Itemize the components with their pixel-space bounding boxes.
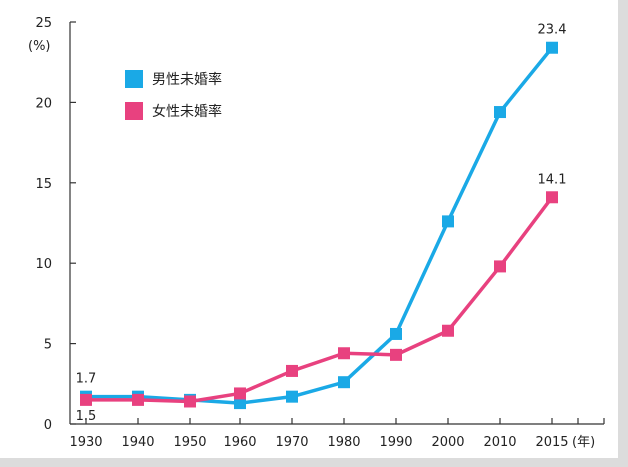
data-point [546, 191, 558, 204]
data-point [546, 41, 558, 54]
data-point [80, 393, 92, 406]
data-point [338, 347, 350, 360]
x-tick-label: 2010 [483, 435, 516, 450]
legend-swatch-male [125, 70, 143, 88]
axes [69, 22, 604, 425]
x-tick-label: 1940 [121, 435, 154, 450]
data-point [494, 260, 506, 273]
x-tick-label: 1930 [69, 435, 102, 450]
data-point [442, 215, 454, 228]
x-tick-label: 1990 [379, 435, 412, 450]
y-tick-label: 5 [44, 338, 52, 353]
data-point [286, 364, 298, 377]
legend-swatch-female [125, 102, 143, 120]
annotations: 23.4 14.1 1.7 1.5 [76, 23, 567, 424]
data-point [390, 327, 402, 340]
legend-label-male: 男性未婚率 [152, 71, 222, 88]
legend-label-female: 女性未婚率 [152, 103, 222, 120]
x-tick-label: 1970 [275, 435, 308, 450]
legend: 男性未婚率 女性未婚率 [125, 70, 222, 120]
data-point [184, 395, 196, 408]
data-point [494, 106, 506, 119]
x-tick-label: 2000 [431, 435, 464, 450]
data-label: 23.4 [538, 23, 567, 38]
data-label: 1.5 [76, 409, 97, 424]
data-label: 1.7 [76, 372, 97, 387]
y-ticks: 0 5 10 15 20 25 [35, 16, 76, 433]
data-point [234, 387, 246, 400]
x-unit-label: (年) [572, 435, 595, 450]
data-point [286, 390, 298, 403]
data-label: 14.1 [538, 172, 567, 187]
y-tick-label: 0 [44, 418, 52, 433]
series-lines [86, 46, 554, 405]
x-tick-label: 1950 [173, 435, 206, 450]
y-tick-label: 20 [35, 96, 52, 111]
data-point [390, 348, 402, 361]
y-unit-label: (%) [28, 39, 51, 54]
data-point [234, 397, 246, 410]
y-tick-label: 10 [35, 257, 52, 272]
series-line-1 [86, 196, 554, 404]
x-tick-label: 1960 [223, 435, 256, 450]
x-tick-label: 1980 [327, 435, 360, 450]
x-ticks: 1930 1940 1950 1960 1970 1980 1990 2000 2010 2015 [69, 418, 605, 450]
data-point [442, 324, 454, 337]
data-point [338, 376, 350, 389]
y-tick-label: 15 [35, 177, 52, 192]
y-tick-label: 25 [35, 16, 52, 31]
chart-frame: 0 5 10 15 20 25 1930 1940 1950 1960 1970 1980 1990 2… [0, 0, 618, 458]
series-points [80, 41, 558, 410]
data-point [132, 393, 144, 406]
series-line-0 [86, 46, 554, 405]
line-chart: 0 5 10 15 20 25 1930 1940 1950 1960 1970 1980 1990 2… [28, 16, 605, 450]
x-tick-label: 2015 [535, 435, 568, 450]
